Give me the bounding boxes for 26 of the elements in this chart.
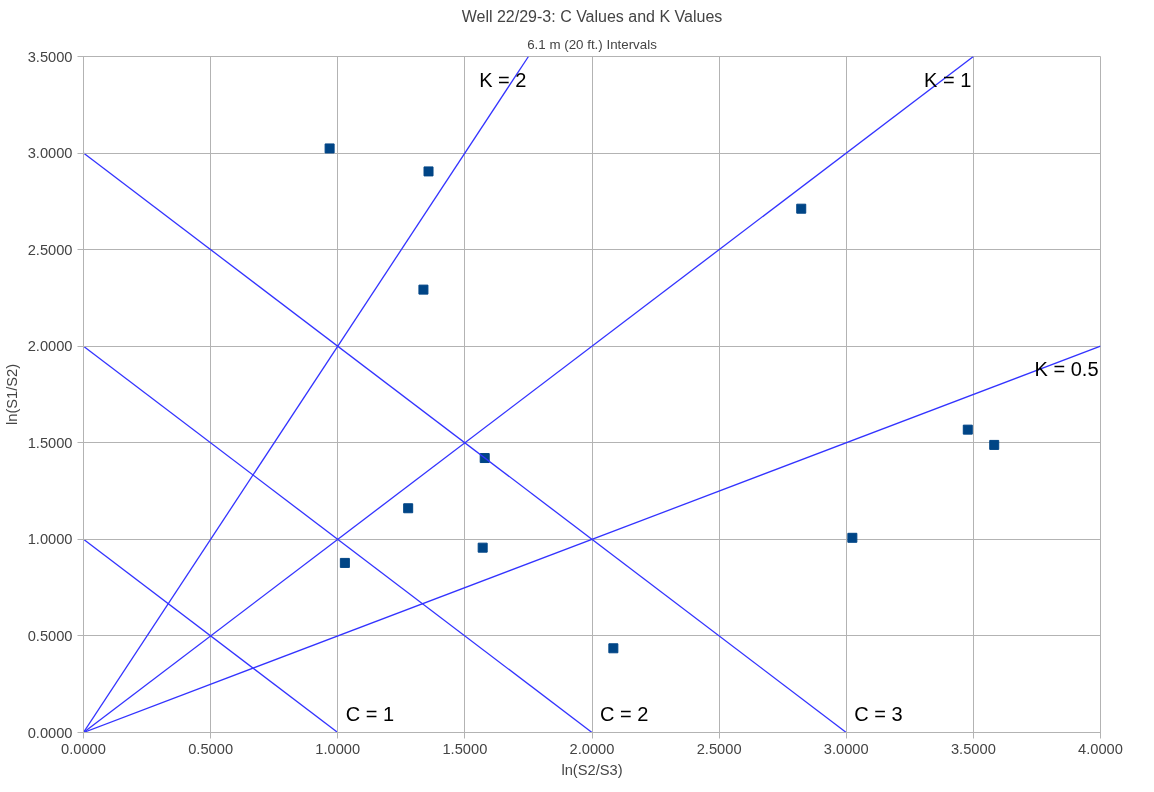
series-label: C = 2 — [600, 702, 649, 725]
y-tick-label: 2.5000 — [27, 241, 73, 258]
x-tick-label: 3.5000 — [950, 740, 996, 757]
series-label: K = 2 — [479, 68, 527, 91]
y-tick-label: 3.5000 — [27, 48, 73, 65]
y-axis-title: ln(S1/S2) — [3, 363, 20, 426]
x-tick-label: 2.0000 — [569, 740, 615, 757]
x-tick-label: 2.5000 — [696, 740, 742, 757]
x-tick-label: 3.0000 — [823, 740, 869, 757]
series-label: C = 3 — [854, 702, 903, 725]
series-label: C = 1 — [345, 702, 395, 725]
x-tick-label: 1.0000 — [315, 740, 361, 757]
chart-subtitle: 6.1 m (20 ft.) Intervals — [527, 36, 658, 52]
x-tick-label: 4.0000 — [1078, 740, 1123, 757]
y-tick-label: 0.0000 — [27, 724, 73, 741]
y-tick-label: 0.5000 — [27, 627, 73, 644]
x-tick-label: 0.0000 — [61, 740, 106, 757]
y-tick-label: 2.0000 — [27, 338, 73, 355]
chart-title: Well 22/29-3: C Values and K Values — [461, 7, 723, 25]
y-tick-label: 1.0000 — [27, 531, 73, 548]
x-tick-label: 1.5000 — [442, 740, 488, 757]
x-tick-label: 0.5000 — [188, 740, 234, 757]
series-label: K = 1 — [924, 68, 972, 91]
x-axis-title: ln(S2/S3) — [561, 761, 623, 778]
y-tick-label: 1.5000 — [27, 434, 73, 451]
y-tick-label: 3.0000 — [27, 145, 73, 162]
